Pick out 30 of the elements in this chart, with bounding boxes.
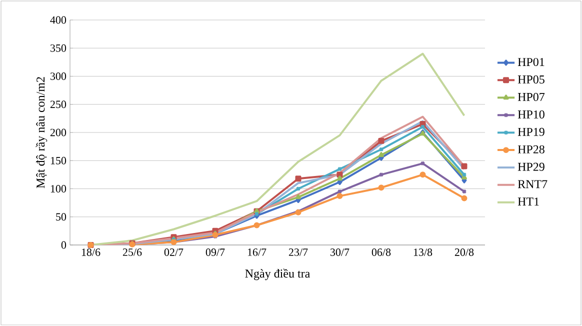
legend-label: HP01 — [518, 58, 544, 66]
y-axis-title: Mật độ rầy nâu con/m2 — [36, 77, 48, 188]
legend-label: HP28 — [518, 145, 544, 154]
x-tick-label: 20/8 — [454, 248, 474, 256]
legend-label: HT1 — [518, 198, 539, 206]
y-tick-label: 400 — [50, 16, 66, 24]
x-tick-label: 06/8 — [372, 248, 391, 256]
legend-label: HP05 — [518, 75, 544, 84]
y-tick-label: 200 — [50, 128, 66, 136]
y-tick-label: 100 — [50, 185, 66, 192]
x-tick-label: 13/8 — [414, 248, 432, 256]
y-tick-label: 150 — [50, 156, 66, 164]
y-tick-label: 0 — [61, 241, 66, 249]
y-tick-label: 300 — [50, 72, 66, 80]
legend-label: RNT7 — [518, 180, 548, 188]
x-tick-label: 30/7 — [330, 248, 350, 256]
x-axis-title: Ngày điều tra — [245, 268, 310, 280]
legend-label: HP10 — [518, 110, 544, 118]
y-tick-label: 350 — [50, 44, 66, 52]
x-tick-label: 18/6 — [82, 248, 100, 256]
x-tick-label: 09/7 — [206, 248, 225, 256]
y-tick-label: 50 — [56, 213, 66, 221]
x-tick-label: 02/7 — [164, 248, 184, 256]
x-tick-label: 16/7 — [248, 248, 266, 256]
legend-label: HP29 — [518, 162, 544, 171]
y-tick-label: 250 — [50, 100, 66, 108]
x-tick-label: 25/6 — [122, 248, 142, 256]
legend-label: HP07 — [518, 92, 545, 102]
legend-label: HP19 — [518, 128, 544, 136]
x-tick-label: 23/7 — [288, 248, 308, 256]
